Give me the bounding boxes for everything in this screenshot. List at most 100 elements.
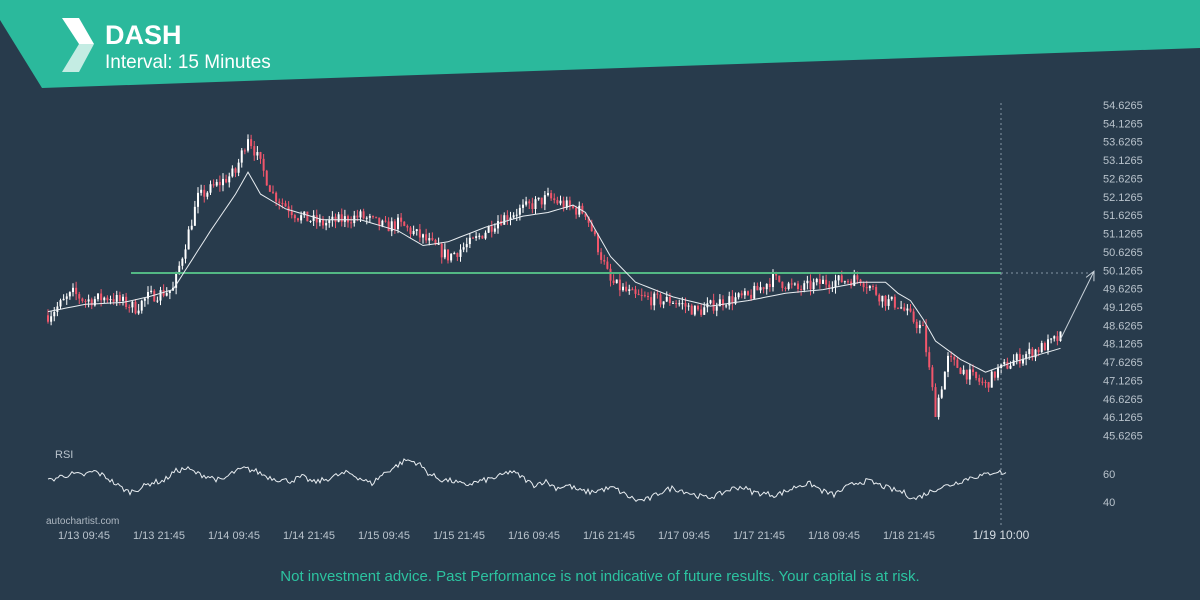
candle-body bbox=[656, 293, 659, 295]
projection-arrowhead bbox=[1085, 270, 1095, 282]
candle-body bbox=[347, 216, 349, 223]
candle-body bbox=[372, 216, 374, 218]
candle-body bbox=[143, 298, 146, 301]
candle-body bbox=[981, 381, 984, 383]
candle-body bbox=[140, 300, 143, 311]
candle-body bbox=[297, 218, 299, 221]
candle-body bbox=[162, 290, 165, 296]
candle-body bbox=[290, 211, 293, 216]
y-tick-label: 49.6265 bbox=[1103, 284, 1143, 296]
candle-body bbox=[1059, 331, 1062, 341]
candle-body bbox=[872, 286, 874, 288]
candle-body bbox=[743, 291, 746, 296]
candle-body bbox=[578, 205, 581, 215]
candle-body bbox=[718, 299, 721, 307]
candle-body bbox=[728, 296, 731, 306]
candle-body bbox=[56, 306, 59, 312]
candle-body bbox=[947, 355, 949, 372]
y-tick-label: 47.1265 bbox=[1103, 375, 1143, 387]
candle-body bbox=[159, 290, 162, 301]
candle-body bbox=[731, 296, 734, 304]
candle-body bbox=[234, 168, 237, 173]
candle-body bbox=[93, 299, 96, 306]
candle-body bbox=[575, 207, 578, 215]
candle-body bbox=[590, 222, 593, 232]
candle-body bbox=[106, 297, 109, 301]
candle-body bbox=[1043, 343, 1046, 351]
candle-body bbox=[462, 247, 465, 250]
candle-body bbox=[503, 215, 506, 225]
candle-body bbox=[837, 275, 840, 281]
rsi-label: RSI bbox=[55, 449, 73, 461]
candle-body bbox=[340, 214, 343, 222]
candle-body bbox=[197, 192, 199, 207]
candle-body bbox=[972, 369, 974, 372]
candle-body bbox=[643, 295, 646, 297]
candle-body bbox=[468, 237, 471, 245]
candle-body bbox=[962, 369, 965, 374]
y-tick-label: 48.1265 bbox=[1103, 339, 1143, 351]
candle-body bbox=[900, 307, 903, 309]
candle-body bbox=[797, 283, 799, 289]
candle-body bbox=[150, 290, 153, 292]
candle-body bbox=[328, 220, 331, 223]
candle-body bbox=[456, 253, 459, 257]
candle-body bbox=[622, 286, 624, 291]
candle-body bbox=[72, 287, 74, 293]
candle-body bbox=[650, 297, 653, 306]
candle-body bbox=[897, 307, 899, 309]
candle-body bbox=[859, 279, 862, 284]
candle-body bbox=[856, 275, 859, 280]
candle-body bbox=[843, 281, 846, 283]
candle-body bbox=[668, 296, 671, 304]
candle-body bbox=[618, 279, 621, 291]
candle-body bbox=[247, 139, 249, 151]
candle-body bbox=[662, 301, 665, 305]
candle-body bbox=[478, 235, 481, 237]
candle-body bbox=[822, 279, 824, 284]
candle-body bbox=[418, 229, 421, 238]
candle-body bbox=[200, 189, 203, 193]
candle-body bbox=[628, 289, 631, 291]
candle-body bbox=[437, 243, 440, 245]
candle-body bbox=[240, 150, 243, 163]
candle-body bbox=[956, 359, 959, 368]
candle-body bbox=[303, 211, 306, 216]
candle-body bbox=[543, 195, 546, 205]
candle-body bbox=[497, 221, 499, 229]
candle-body bbox=[606, 261, 609, 269]
candle-body bbox=[409, 227, 412, 235]
y-tick-label: 53.6265 bbox=[1103, 137, 1143, 149]
candle-body bbox=[803, 283, 806, 290]
candle-body bbox=[562, 200, 565, 208]
candle-body bbox=[165, 293, 168, 296]
candle-body bbox=[653, 293, 656, 306]
price-axis: 54.6265 54.1265 53.6265 53.1265 52.6265 52.12… bbox=[1103, 100, 1143, 443]
candle-body bbox=[725, 305, 728, 307]
candle-body bbox=[472, 237, 474, 239]
candle-body bbox=[750, 294, 753, 299]
candle-body bbox=[740, 293, 743, 296]
x-tick-label: 1/16 21:45 bbox=[583, 530, 635, 542]
candle-body bbox=[840, 275, 843, 283]
candle-body bbox=[381, 220, 384, 226]
watermark: autochartist.com bbox=[46, 516, 119, 527]
candle-body bbox=[131, 301, 134, 308]
candle-body bbox=[603, 259, 606, 262]
candle-body bbox=[1006, 361, 1009, 369]
candle-body bbox=[925, 325, 928, 353]
autochartist-logo-icon bbox=[62, 18, 94, 72]
candle-body bbox=[334, 216, 337, 222]
candle-body bbox=[687, 305, 690, 307]
candle-body bbox=[975, 371, 978, 379]
candle-body bbox=[893, 296, 896, 308]
candle-body bbox=[540, 197, 543, 205]
candle-body bbox=[168, 290, 171, 294]
candle-body bbox=[756, 285, 759, 291]
candle-body bbox=[1028, 348, 1031, 355]
candle-body bbox=[581, 205, 584, 214]
y-tick-label: 54.6265 bbox=[1103, 100, 1143, 112]
candle-body bbox=[1009, 365, 1012, 369]
candle-body bbox=[572, 206, 574, 208]
candle-body bbox=[600, 252, 603, 260]
